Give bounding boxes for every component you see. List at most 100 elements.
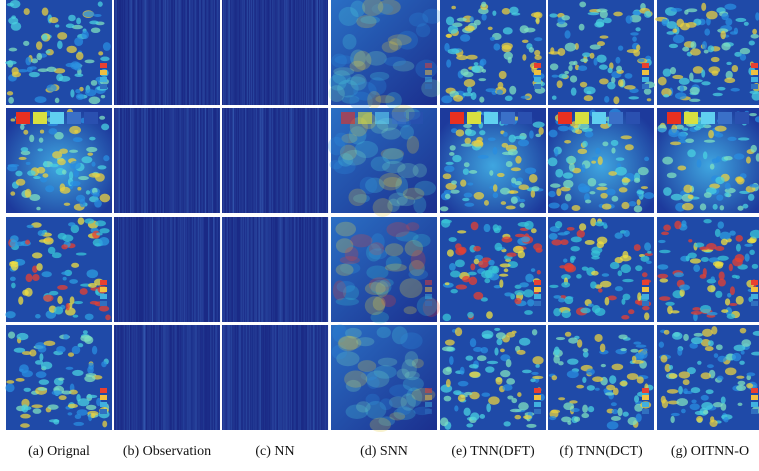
texture <box>693 265 700 272</box>
texture <box>725 183 731 190</box>
texture <box>589 191 595 194</box>
texture <box>529 47 534 53</box>
texture <box>504 421 511 426</box>
texture <box>445 194 451 199</box>
noise-line <box>127 0 128 105</box>
noise-line <box>158 0 159 105</box>
noise-line <box>157 325 158 430</box>
noise-line <box>317 0 318 105</box>
texture <box>12 72 21 78</box>
texture <box>703 151 707 159</box>
noise-line <box>328 325 329 430</box>
noise-line <box>115 108 116 213</box>
texture <box>83 330 88 334</box>
image-tile <box>548 325 654 430</box>
texture <box>496 339 502 346</box>
noise-line <box>216 108 217 213</box>
noise-line <box>189 217 190 322</box>
noise-line <box>136 108 137 213</box>
texture <box>558 74 567 79</box>
noise-line <box>175 217 176 322</box>
texture <box>682 203 694 210</box>
noise-line <box>142 0 143 105</box>
texture <box>19 157 27 160</box>
texture <box>509 190 514 193</box>
texture <box>474 20 481 26</box>
noise-line <box>236 325 237 430</box>
texture <box>712 158 719 163</box>
texture <box>608 171 617 176</box>
texture <box>339 7 359 26</box>
noise-line <box>142 325 143 430</box>
texture <box>103 42 111 51</box>
texture <box>450 190 460 194</box>
texture <box>531 372 538 375</box>
texture <box>478 260 489 268</box>
noise-line <box>170 217 171 322</box>
texture <box>524 310 533 315</box>
texture <box>466 55 477 60</box>
texture <box>597 241 604 248</box>
texture <box>691 400 696 404</box>
texture <box>69 279 78 284</box>
texture <box>637 190 645 194</box>
texture <box>60 187 71 194</box>
texture <box>99 306 109 312</box>
texture <box>329 74 347 90</box>
noise-line <box>307 0 308 105</box>
noise-line <box>193 0 194 105</box>
texture <box>73 422 84 426</box>
texture <box>16 179 25 186</box>
noise-line <box>131 108 132 213</box>
texture <box>520 203 525 208</box>
legend-swatch <box>100 409 107 414</box>
texture <box>494 328 500 331</box>
noise-line <box>231 325 232 430</box>
texture <box>669 365 673 370</box>
texture <box>549 130 558 138</box>
texture <box>91 80 98 86</box>
texture <box>717 356 726 363</box>
noise-line <box>159 0 160 105</box>
texture <box>688 239 692 242</box>
texture <box>479 130 485 135</box>
texture <box>70 181 81 186</box>
texture <box>71 263 79 268</box>
texture <box>11 118 16 121</box>
legend-swatch <box>642 409 649 414</box>
texture <box>68 15 76 22</box>
noise-line <box>264 325 265 430</box>
noise-line <box>194 0 195 105</box>
legend-swatch <box>425 409 432 414</box>
noise-line <box>281 217 282 322</box>
noise-line <box>251 0 252 105</box>
texture <box>673 35 684 44</box>
legend-swatch <box>735 112 749 124</box>
noise-line <box>198 325 199 430</box>
image-tile <box>657 108 759 213</box>
texture <box>612 364 624 371</box>
texture <box>517 392 521 397</box>
noise-line <box>264 217 265 322</box>
image-tile <box>657 325 759 430</box>
texture <box>605 297 610 305</box>
texture <box>74 37 83 46</box>
texture <box>657 264 668 270</box>
noise-line <box>144 0 145 105</box>
texture <box>692 307 701 311</box>
texture <box>64 203 70 206</box>
texture <box>95 220 106 226</box>
noise-line <box>252 217 253 322</box>
texture <box>557 80 563 88</box>
texture <box>443 173 452 179</box>
texture <box>17 69 28 72</box>
noise-line <box>208 325 209 430</box>
texture <box>729 303 738 306</box>
texture <box>715 177 724 184</box>
legend-swatch <box>534 287 541 292</box>
legend-swatch <box>701 112 715 124</box>
noise-line <box>291 325 292 430</box>
noise-line <box>225 325 226 430</box>
texture <box>690 403 700 410</box>
texture <box>33 176 41 179</box>
